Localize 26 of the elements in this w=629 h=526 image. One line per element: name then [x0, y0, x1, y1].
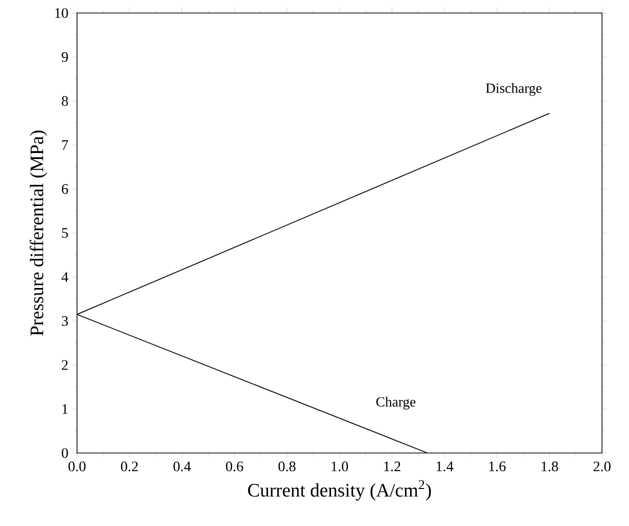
y-tick-label: 2: [62, 360, 68, 370]
x-tick-label: 1.2: [384, 462, 400, 472]
y-tick-label: 1: [62, 404, 68, 414]
x-tick-label: 0.2: [120, 462, 138, 472]
x-tick-label: 1.6: [489, 462, 506, 472]
y-tick-label: 8: [62, 96, 68, 106]
x-tick-label: 2.0: [594, 462, 611, 472]
y-tick-label: 10: [55, 8, 68, 18]
x-tick-label: 1.0: [332, 462, 348, 472]
x-tick-label: 0.6: [226, 462, 244, 472]
x-axis-title: Current density (A/cm$^{2}$): [248, 480, 431, 501]
series-label: Charge: [376, 396, 416, 410]
x-tick-label: 1.8: [542, 462, 558, 472]
x-tick-label: 0.4: [173, 462, 191, 472]
y-tick-label: 4: [62, 272, 68, 282]
y-axis-title: Pressure differential (MPa): [30, 130, 48, 336]
y-tick-label: 0: [62, 448, 68, 458]
x-tick-label: 0.8: [278, 462, 296, 472]
x-tick-label: 1.4: [436, 462, 454, 472]
y-tick-label: 6: [62, 184, 68, 194]
y-tick-label: 7: [62, 140, 68, 150]
series-label: Discharge: [486, 83, 542, 96]
y-tick-label: 5: [62, 228, 68, 238]
y-tick-label: 9: [62, 52, 68, 62]
y-tick-label: 3: [62, 316, 68, 326]
x-tick-label: 0.0: [68, 462, 86, 472]
